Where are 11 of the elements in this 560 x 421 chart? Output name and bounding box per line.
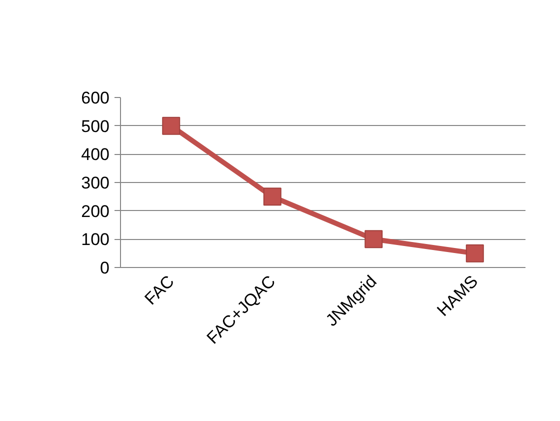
point (466, 244, 484, 262)
y-tick-label: 100 (81, 230, 110, 250)
y-tick-label: 600 (81, 88, 110, 108)
y-tick-label: 500 (81, 116, 110, 136)
point (263, 188, 282, 206)
y-tick-label: 300 (81, 174, 110, 192)
point (162, 116, 180, 135)
y-tick-label: 400 (81, 145, 110, 164)
y-tick-label: 200 (81, 202, 110, 221)
y-tick-label: 0 (100, 258, 110, 278)
point (364, 230, 383, 248)
